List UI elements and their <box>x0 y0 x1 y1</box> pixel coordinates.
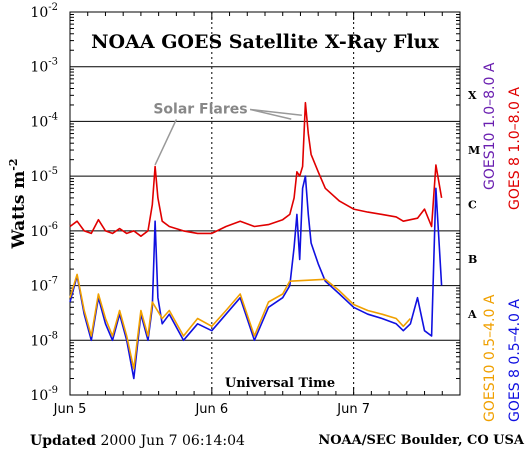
series-line <box>69 101 443 237</box>
flare-class-label: X <box>468 89 477 102</box>
annotation-pointer <box>154 119 178 166</box>
annotation-solar-flares: Solar Flares <box>153 101 247 117</box>
y-tick-label: 10-2 <box>30 2 58 21</box>
updated-value: 2000 Jun 7 06:14:04 <box>100 433 245 449</box>
flare-class-label: B <box>468 253 477 266</box>
plot-frame <box>69 11 461 396</box>
y-tick-label: 10-4 <box>30 111 58 130</box>
x-tick-label: Jun 6 <box>194 402 228 417</box>
annotation-pointer <box>249 108 292 120</box>
y-tick-label: 10-3 <box>30 57 58 76</box>
x-tick-label: Jun 7 <box>336 402 370 417</box>
legend-goes8-short: GOES 8 0.5–4.0 A <box>507 299 523 422</box>
flare-class-label: C <box>468 199 477 212</box>
flare-class-label: M <box>468 144 480 157</box>
y-axis-label: Watts m-2 <box>7 158 29 249</box>
y-tick-label: 10-9 <box>30 385 58 404</box>
legend-goes10-short: GOES10 0.5–4.0 A <box>482 294 498 422</box>
legend-goes8-long: GOES 8 1.0–8.0 A <box>507 87 523 210</box>
y-tick-label: 10-5 <box>30 166 58 185</box>
x-axis-label: Universal Time <box>225 376 335 391</box>
series-line <box>69 273 411 370</box>
updated-label: Updated <box>30 433 97 449</box>
annotation-pointer <box>250 108 302 116</box>
updated-timestamp: Updated 2000 Jun 7 06:14:04 <box>30 433 245 449</box>
flare-class-label: A <box>467 308 477 321</box>
y-tick-label: 10-8 <box>30 330 58 349</box>
series-line <box>69 175 443 380</box>
y-tick-label: 10-7 <box>30 276 58 295</box>
source-credit: NOAA/SEC Boulder, CO USA <box>318 433 524 448</box>
legend-goes10-long: GOES10 1.0–8.0 A <box>482 62 498 190</box>
chart-title: NOAA GOES Satellite X-Ray Flux <box>91 31 439 53</box>
x-tick-label: Jun 5 <box>53 402 87 417</box>
y-tick-label: 10-6 <box>30 221 58 240</box>
